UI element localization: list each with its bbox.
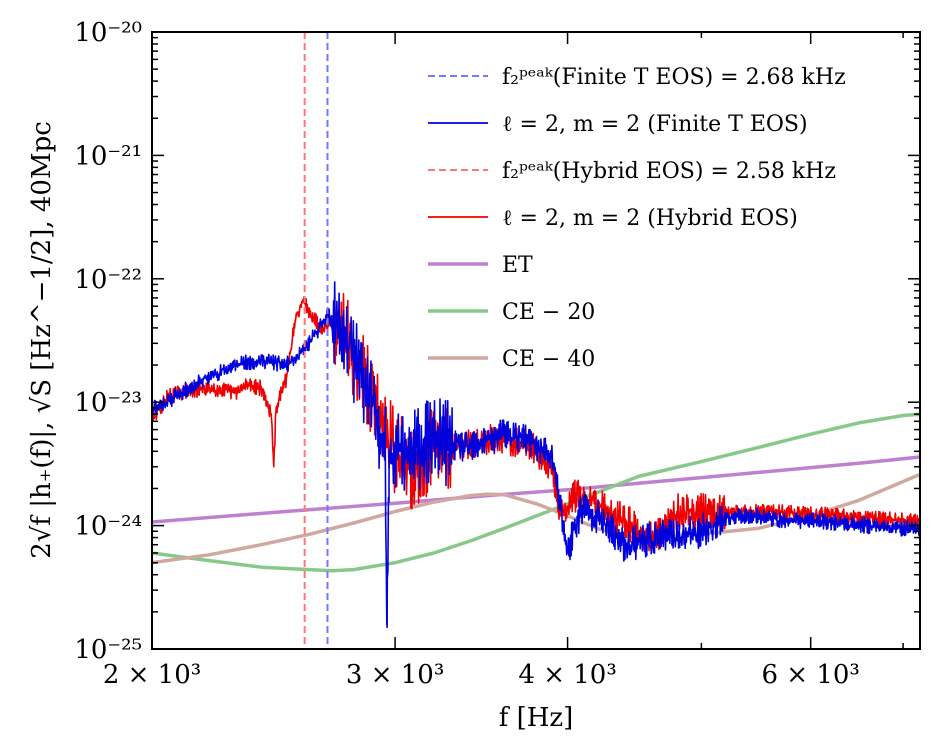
plot-background bbox=[152, 32, 920, 649]
y-tick-label: 10⁻²⁴ bbox=[74, 512, 142, 542]
x-axis-label: f [Hz] bbox=[499, 703, 574, 733]
series-2-m-2-finite-t-eos bbox=[152, 281, 920, 629]
legend-label: ℓ = 2, m = 2 (Hybrid EOS) bbox=[502, 206, 798, 231]
y-tick-label: 10⁻²³ bbox=[74, 388, 142, 418]
legend-label: CE − 40 bbox=[502, 347, 595, 372]
plot-frame bbox=[151, 31, 921, 650]
legend-label: ℓ = 2, m = 2 (Finite T EOS) bbox=[502, 112, 808, 137]
series-et bbox=[152, 455, 920, 524]
axis-ticks: 10⁻²⁵ 10⁻²⁴ 10⁻²³ 10⁻²² 10⁻²¹ 10⁻²⁰ 2 × 10³ 3 ×… bbox=[74, 18, 920, 690]
y-tick-label: 10⁻²¹ bbox=[74, 141, 142, 171]
data-curves bbox=[152, 281, 920, 629]
x-tick-label: 6 × 10³ bbox=[761, 660, 859, 690]
legend-label: f₂ᵖᵉᵃᵏ(Finite T EOS) = 2.68 kHz bbox=[502, 65, 846, 90]
legend-label: f₂ᵖᵉᵃᵏ(Hybrid EOS) = 2.58 kHz bbox=[502, 159, 836, 184]
series-ce-20 bbox=[152, 412, 920, 573]
legend-label: ET bbox=[502, 253, 533, 278]
y-axis-label: 2√f |h₊(f)|, √S [Hz^−1/2], 40Mpc bbox=[27, 121, 57, 559]
y-tick-label: 10⁻²⁵ bbox=[74, 635, 142, 665]
x-tick-label: 3 × 10³ bbox=[346, 660, 444, 690]
x-tick-label: 4 × 10³ bbox=[518, 660, 616, 690]
peak-frequency-lines bbox=[303, 32, 329, 649]
series-ce-40 bbox=[152, 472, 920, 565]
series-2-m-2-hybrid-eos bbox=[152, 292, 920, 553]
legend-label: CE − 20 bbox=[502, 300, 595, 325]
y-tick-label: 10⁻²⁰ bbox=[74, 18, 142, 48]
y-tick-label: 10⁻²² bbox=[74, 265, 142, 295]
legend: f₂ᵖᵉᵃᵏ(Finite T EOS) = 2.68 kHz ℓ = 2, m … bbox=[428, 65, 846, 372]
x-tick-label: 2 × 10³ bbox=[103, 660, 201, 690]
